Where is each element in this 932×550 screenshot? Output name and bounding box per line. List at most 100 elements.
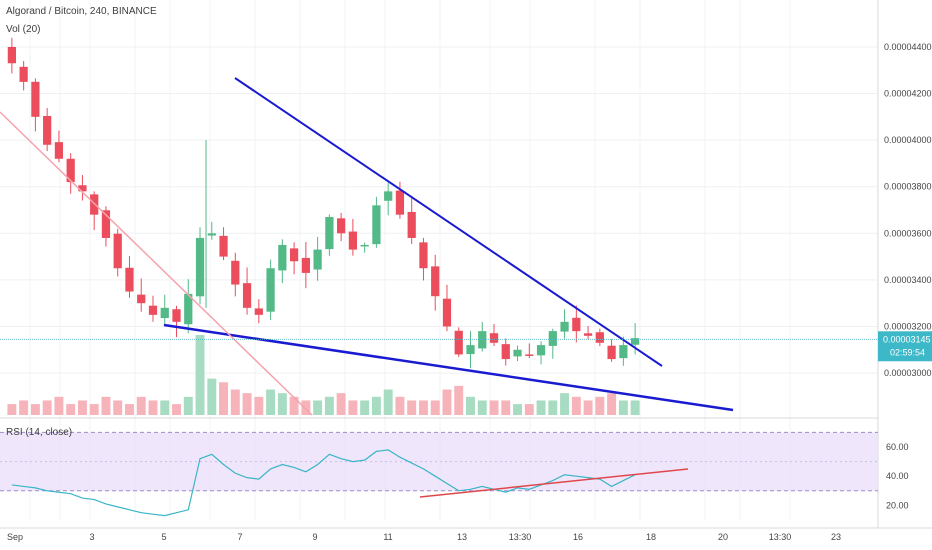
candle-body [631, 338, 640, 345]
volume-bar [371, 396, 381, 415]
price-tick-label: 0.00003000 [884, 368, 932, 378]
candle-body [572, 317, 581, 332]
volume-bar [348, 400, 358, 415]
candle-body [372, 205, 381, 245]
volume-bar [66, 404, 76, 415]
volume-bar [148, 400, 158, 415]
candle-body [219, 235, 228, 257]
volume-bar [524, 404, 534, 415]
candle-body [289, 248, 299, 262]
time-tick-label: 9 [312, 532, 317, 542]
volume-bar [383, 389, 393, 415]
candle-body [242, 283, 252, 308]
volume-bar [489, 400, 499, 415]
price-tick-label: 0.00004400 [884, 42, 932, 52]
trendline-decline [0, 111, 313, 416]
volume-bar [160, 400, 170, 415]
candle-body [525, 354, 534, 356]
volume-bar [477, 400, 487, 415]
candle-body [337, 218, 346, 234]
volume-bar [136, 396, 146, 415]
price-axis: 0.00004400 0.00004200 0.00004000 0.00003800… [884, 42, 932, 510]
volume-bar [501, 400, 511, 415]
candle-body [407, 211, 416, 238]
price-tick-label: 0.00004000 [884, 135, 932, 145]
volume-bar [442, 389, 452, 415]
candles [7, 37, 640, 369]
volume-bar [336, 393, 346, 415]
price-tick-label: 0.00003600 [884, 228, 932, 238]
volume-bar [301, 400, 311, 415]
volume-bar [242, 393, 252, 415]
candle-body [90, 194, 99, 215]
candle-body [78, 185, 87, 192]
volume-bar [277, 393, 287, 415]
volume-bar [430, 400, 440, 415]
price-tick-label: 0.00003800 [884, 182, 932, 192]
volume-bar [630, 400, 640, 415]
time-tick-label: 16 [573, 532, 583, 542]
candle-body [184, 293, 193, 325]
candle-body [478, 331, 487, 349]
volume-bar [183, 396, 193, 415]
candle-body [454, 330, 463, 355]
candle-body [19, 66, 28, 82]
volume-bar [19, 400, 29, 415]
volume-bar [571, 396, 581, 415]
candle-body [125, 267, 134, 292]
candle-body [619, 345, 628, 359]
volume-bar [30, 404, 40, 415]
volume-bar [360, 400, 370, 415]
trendline-resistance [234, 77, 663, 367]
price-tick-label: 0.00004200 [884, 89, 932, 99]
volume-bar [418, 400, 428, 415]
volume-bar [289, 396, 299, 415]
candle-body [195, 237, 205, 297]
time-tick-label: 20 [718, 532, 728, 542]
volume-bar [395, 396, 405, 415]
volume-bar [89, 404, 99, 415]
candle-body [43, 115, 52, 145]
rsi-line [11, 449, 636, 517]
price-tick-label: 0.00003400 [884, 275, 932, 285]
candle-body [113, 233, 122, 269]
volume-bar [407, 400, 417, 415]
current-price-badge [878, 331, 932, 362]
countdown-label: 02:59:54 [890, 347, 925, 357]
volume-bar [607, 393, 617, 415]
candle-body [278, 244, 287, 271]
volume-bar [548, 400, 558, 415]
candle-body [442, 298, 452, 327]
candle-body [31, 81, 40, 117]
volume-indicator-label: Vol (20) [6, 24, 41, 35]
time-tick-label: 13:30 [509, 532, 532, 542]
candle-body [137, 294, 146, 304]
volume-bars [7, 335, 640, 415]
time-tick-label: 23 [831, 532, 841, 542]
candle-body [348, 231, 358, 250]
time-tick-label: Sep [7, 532, 23, 542]
volume-bar [101, 396, 111, 415]
candle-body [466, 345, 475, 355]
rsi-tick-label: 40.00 [886, 471, 909, 481]
rsi-indicator-label: RSI (14, close) [6, 427, 73, 438]
candle-body [583, 333, 593, 336]
volume-bar [254, 396, 264, 415]
volume-bar [7, 404, 17, 415]
volume-bar [513, 404, 522, 415]
volume-bar [230, 389, 240, 415]
current-price-label: 0.00003145 [883, 334, 931, 344]
time-tick-label: 3 [89, 532, 94, 542]
candle-body [548, 331, 557, 346]
time-axis: Sep 3 5 7 9 11 13 13:30 16 18 20 13:30 23 [7, 532, 841, 542]
candle-body [313, 249, 322, 270]
time-tick-label: 7 [237, 532, 242, 542]
candle-body [54, 142, 64, 159]
candle-body [360, 244, 369, 247]
volume-bar [313, 400, 323, 415]
candle-body [254, 308, 263, 315]
candle-body [101, 210, 111, 238]
candle-body [160, 307, 169, 319]
rsi-series [0, 431, 878, 517]
